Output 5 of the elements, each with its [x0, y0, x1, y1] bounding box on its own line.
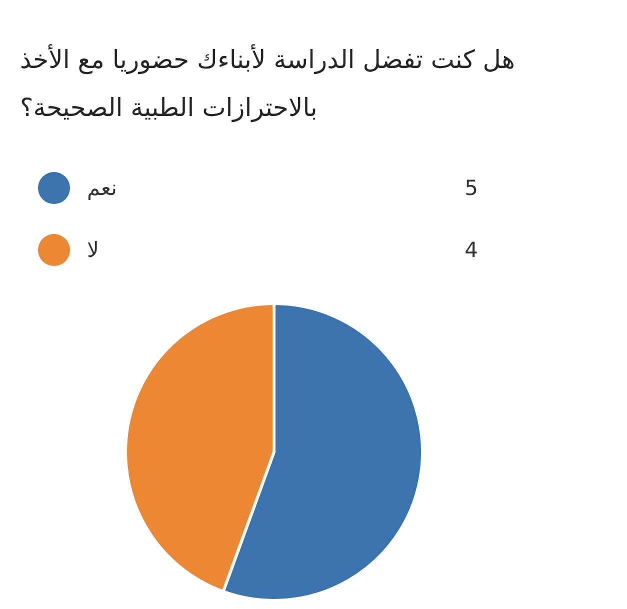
legend-label: نعم	[86, 175, 118, 202]
data-label: 4	[464, 237, 478, 264]
chart-title: هل كنت تفضل الدراسة لأبناءك حضوريا مع الأخذ بالاحترازات الطبية الصحيحة؟	[19, 43, 516, 124]
legend-label: لا	[86, 237, 100, 264]
data-label: 5	[464, 175, 478, 202]
